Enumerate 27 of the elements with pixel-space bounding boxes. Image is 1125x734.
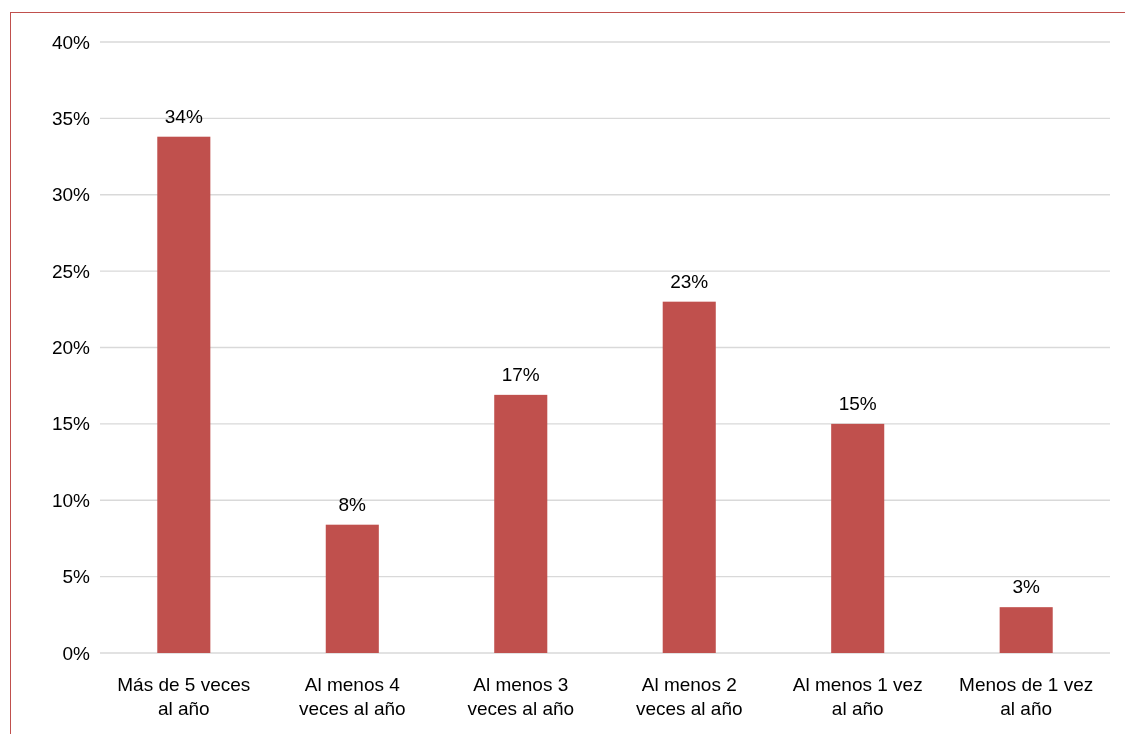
y-tick-label: 40% bbox=[51, 31, 91, 53]
x-tick-label: Más de 5 veces al año bbox=[117, 674, 251, 719]
y-tick-label: 10% bbox=[51, 489, 91, 511]
bar bbox=[494, 394, 548, 653]
bar bbox=[157, 136, 211, 653]
y-tick-label: 35% bbox=[51, 107, 91, 129]
data-label: 3% bbox=[1012, 576, 1041, 598]
x-tick-label: Menos de 1 vez al año bbox=[959, 674, 1094, 719]
y-tick-label: 0% bbox=[62, 642, 91, 664]
bar bbox=[999, 607, 1053, 653]
x-tick-label: Al menos 4 veces al año bbox=[298, 674, 406, 719]
x-tick-label: Al menos 2 veces al año bbox=[635, 674, 743, 719]
y-tick-label: 25% bbox=[51, 260, 91, 282]
data-label: 15% bbox=[838, 392, 877, 414]
bar bbox=[831, 423, 885, 653]
data-label: 34% bbox=[164, 105, 203, 127]
x-tick-label: Al menos 3 veces al año bbox=[467, 674, 575, 719]
x-tick-label: Al menos 1 vez al año bbox=[792, 674, 923, 719]
y-tick-label: 30% bbox=[51, 184, 91, 206]
y-tick-label: 20% bbox=[51, 337, 91, 359]
data-label: 17% bbox=[501, 363, 540, 385]
data-label: 23% bbox=[670, 270, 709, 292]
y-tick-label: 5% bbox=[62, 566, 91, 588]
bar bbox=[325, 524, 379, 653]
bar bbox=[662, 301, 716, 653]
data-label: 8% bbox=[338, 493, 367, 515]
y-tick-label: 15% bbox=[51, 413, 91, 435]
